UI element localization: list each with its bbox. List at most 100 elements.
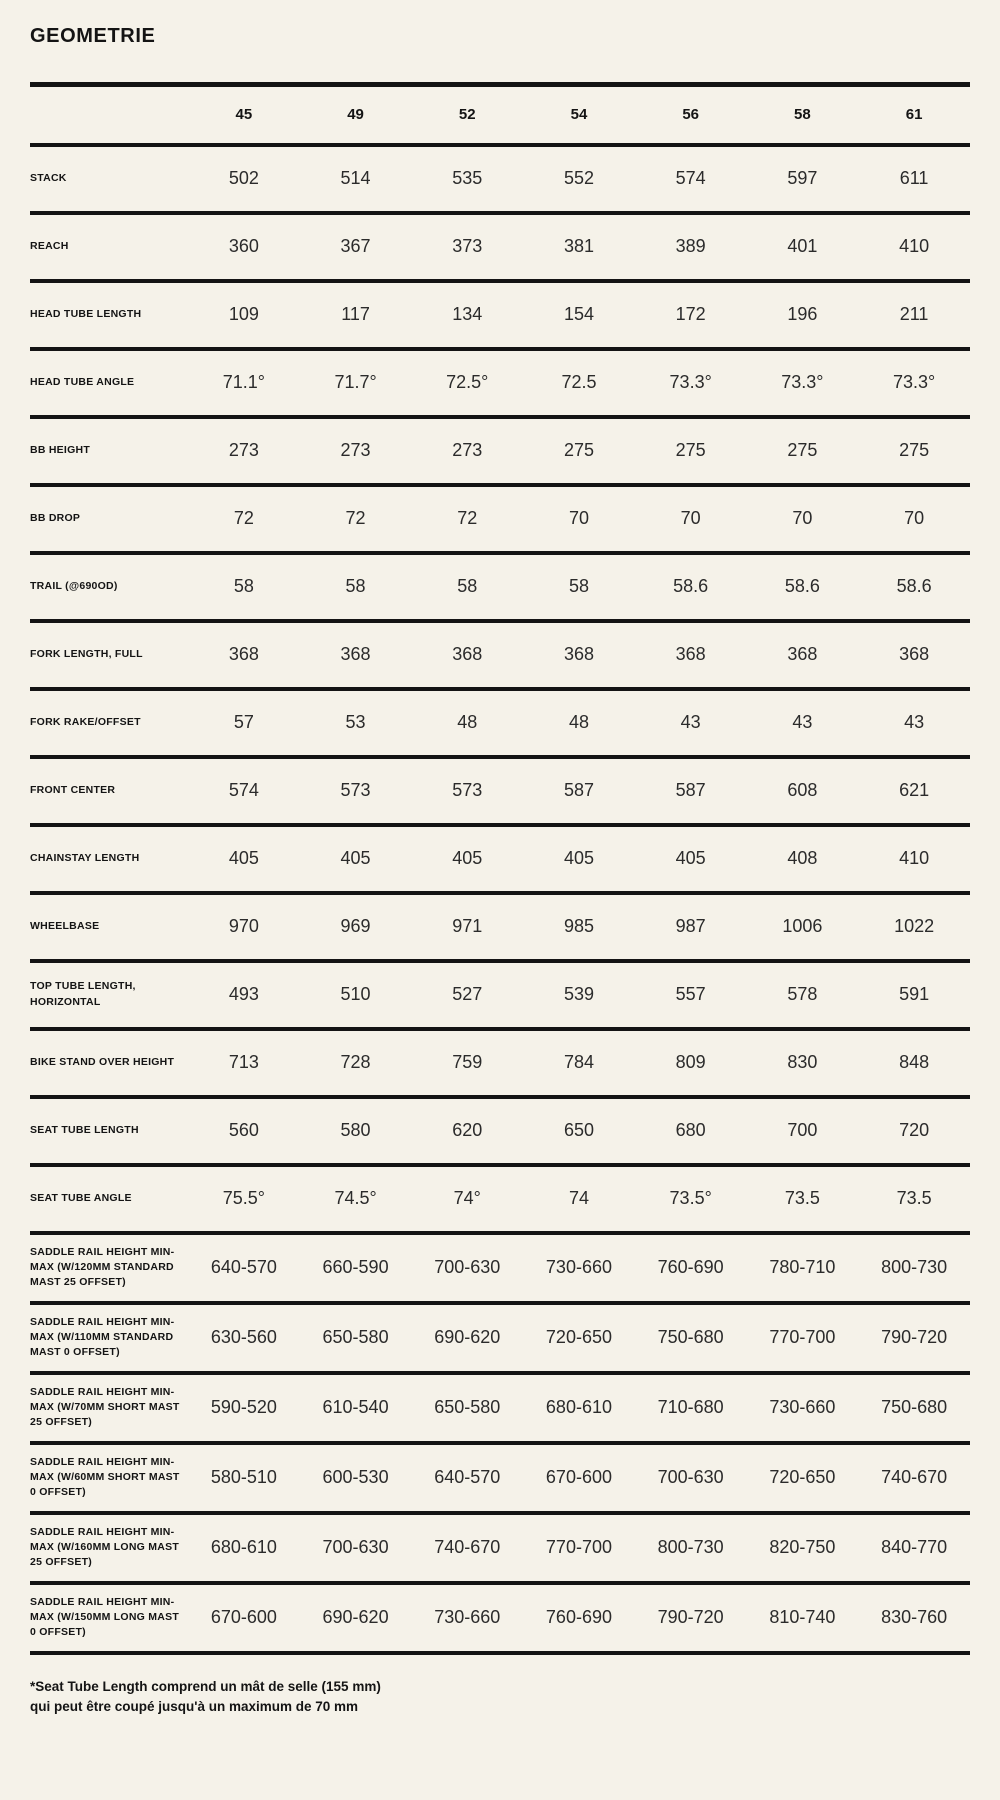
table-row: HEAD TUBE LENGTH 109 117 134 154 172 196 211: [30, 281, 970, 349]
page-title: GEOMETRIE: [30, 25, 156, 47]
cell-value: 368: [452, 644, 483, 664]
cell-value: 640-570: [210, 1257, 277, 1277]
cell-value: 410: [899, 848, 930, 868]
row-label: HEAD TUBE LENGTH: [30, 307, 142, 320]
row-label: CHAINSTAY LENGTH: [30, 851, 140, 864]
cell-value: 620: [452, 1120, 483, 1140]
row-label: STACK: [30, 171, 67, 184]
cell-value: 410: [899, 236, 930, 256]
table-row: SEAT TUBE LENGTH 560 580 620 650 680 700 720: [30, 1097, 970, 1165]
cell-value: 368: [340, 644, 371, 664]
cell-value: 587: [675, 780, 706, 800]
table-header: 45 49 52 54 56 58 61: [30, 85, 970, 145]
geometry-table: 45 49 52 54 56 58 61 STACK 502 514 535 552 574 597 61…: [30, 82, 970, 1655]
cell-value: 660-590: [322, 1257, 389, 1277]
cell-value: 405: [452, 848, 483, 868]
size-column-header: 49: [347, 106, 364, 124]
cell-value: 573: [452, 780, 483, 800]
cell-value: 560: [228, 1120, 259, 1140]
header-empty-cell: [30, 85, 188, 145]
cell-value: 367: [340, 236, 371, 256]
cell-value: 360: [228, 236, 259, 256]
row-label: SADDLE RAIL HEIGHT MIN-MAX (W/160MM LONG…: [30, 1525, 179, 1569]
cell-value: 590-520: [210, 1397, 277, 1417]
cell-value: 172: [675, 304, 706, 324]
cell-value: 58: [233, 576, 254, 596]
cell-value: 514: [340, 168, 371, 188]
cell-value: 608: [787, 780, 818, 800]
cell-value: 72.5: [561, 372, 597, 392]
cell-value: 740-670: [434, 1537, 501, 1557]
cell-value: 273: [228, 440, 259, 460]
cell-value: 70: [904, 508, 925, 528]
cell-value: 368: [228, 644, 259, 664]
table-row: REACH 360 367 373 381 389 401 410: [30, 213, 970, 281]
row-label: BB HEIGHT: [30, 443, 90, 456]
cell-value: 790-720: [881, 1327, 948, 1347]
cell-value: 720: [899, 1120, 930, 1140]
cell-value: 43: [792, 712, 813, 732]
row-label: WHEELBASE: [30, 919, 100, 932]
table-row: TRAIL (@690OD) 58 58 58 58 58.6 58.6 58.6: [30, 553, 970, 621]
cell-value: 510: [340, 984, 371, 1004]
table-row: SADDLE RAIL HEIGHT MIN-MAX (W/70MM SHORT…: [30, 1373, 970, 1443]
cell-value: 73.3°: [781, 372, 824, 392]
cell-value: 275: [787, 440, 818, 460]
cell-value: 830-760: [881, 1607, 948, 1627]
cell-value: 211: [899, 304, 929, 324]
header-row: 45 49 52 54 56 58 61: [30, 85, 970, 145]
table-row: BB HEIGHT 273 273 273 275 275 275 275: [30, 417, 970, 485]
cell-value: 72: [345, 508, 366, 528]
cell-value: 790-720: [657, 1607, 724, 1627]
row-label: TRAIL (@690OD): [30, 579, 118, 592]
cell-value: 154: [563, 304, 594, 324]
cell-value: 760-690: [545, 1607, 612, 1627]
row-label: HEAD TUBE ANGLE: [30, 375, 135, 388]
cell-value: 680: [675, 1120, 706, 1140]
cell-value: 800-730: [881, 1257, 948, 1277]
footnote: *Seat Tube Length comprend un mât de sel…: [30, 1677, 970, 1719]
cell-value: 810-740: [769, 1607, 836, 1627]
cell-value: 58.6: [673, 576, 709, 596]
cell-value: 401: [787, 236, 818, 256]
cell-value: 700-630: [434, 1257, 501, 1277]
cell-value: 970: [228, 916, 259, 936]
table-row: FRONT CENTER 574 573 573 587 587 608 621: [30, 757, 970, 825]
cell-value: 971: [452, 916, 483, 936]
cell-value: 72.5°: [446, 372, 489, 392]
table-row: FORK LENGTH, FULL 368 368 368 368 368 368 368: [30, 621, 970, 689]
size-column-header: 45: [235, 106, 253, 124]
cell-value: 985: [563, 916, 594, 936]
row-label: FORK RAKE/OFFSET: [30, 715, 141, 728]
cell-value: 73.5: [896, 1188, 932, 1208]
cell-value: 58.6: [896, 576, 932, 596]
row-label: SADDLE RAIL HEIGHT MIN-MAX (W/110MM STAN…: [30, 1315, 175, 1359]
cell-value: 580: [340, 1120, 371, 1140]
cell-value: 73.5: [784, 1188, 820, 1208]
cell-value: 574: [675, 168, 706, 188]
table-row: HEAD TUBE ANGLE 71.1° 71.7° 72.5° 72.5 73.3° 7…: [30, 349, 970, 417]
cell-value: 368: [899, 644, 930, 664]
cell-value: 275: [563, 440, 594, 460]
cell-value: 73.3°: [892, 372, 936, 392]
cell-value: 408: [787, 848, 818, 868]
cell-value: 275: [899, 440, 930, 460]
cell-value: 405: [228, 848, 259, 868]
cell-value: 539: [563, 984, 594, 1004]
row-label: SADDLE RAIL HEIGHT MIN-MAX (W/150MM LONG…: [30, 1595, 179, 1639]
table-body: STACK 502 514 535 552 574 597 611 REACH 360 367 373…: [30, 145, 970, 1653]
cell-value: 969: [340, 916, 371, 936]
cell-value: 700-630: [322, 1537, 389, 1557]
cell-value: 770-700: [545, 1537, 612, 1557]
cell-value: 502: [228, 168, 259, 188]
row-label: SEAT TUBE ANGLE: [30, 1191, 132, 1204]
table-row: WHEELBASE 970 969 971 985 987 1006 1022: [30, 893, 970, 961]
footnote-line-2: qui peut être coupé jusqu'à un maximum d…: [30, 1699, 359, 1715]
cell-value: 574: [228, 780, 259, 800]
cell-value: 73.3°: [669, 372, 712, 392]
table-row: CHAINSTAY LENGTH 405 405 405 405 405 408 410: [30, 825, 970, 893]
cell-value: 117: [341, 304, 370, 324]
table-row: SADDLE RAIL HEIGHT MIN-MAX (W/120MM STAN…: [30, 1233, 970, 1303]
cell-value: 74: [568, 1188, 589, 1208]
cell-value: 578: [787, 984, 818, 1004]
